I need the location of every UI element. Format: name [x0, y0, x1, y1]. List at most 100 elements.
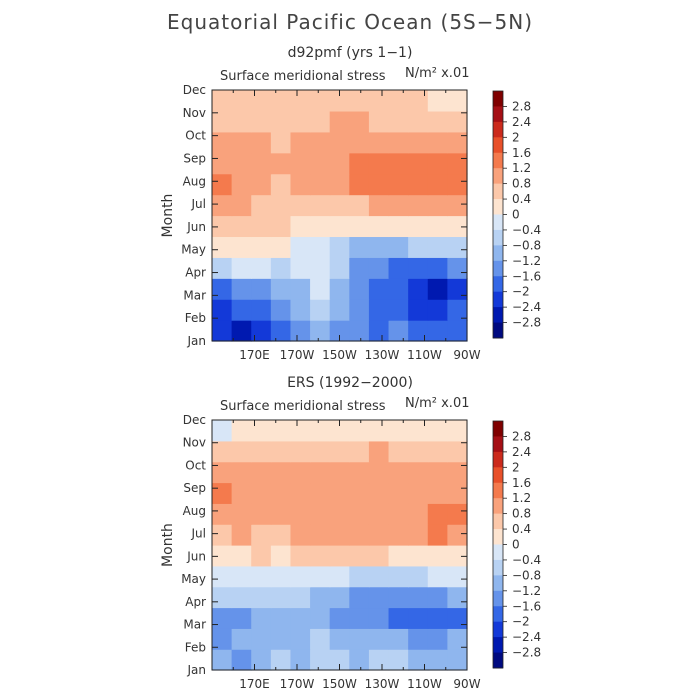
heatmap-cell: [447, 173, 468, 196]
heatmap-cell: [290, 545, 311, 567]
heatmap-cell: [447, 545, 468, 567]
heatmap-cell: [231, 482, 252, 504]
heatmap-cell: [408, 440, 429, 463]
heatmap-cell: [349, 607, 370, 629]
heatmap-cell: [329, 152, 350, 175]
heatmap-cell: [408, 461, 429, 484]
heatmap-cell: [368, 90, 390, 112]
heatmap-cell: [310, 461, 331, 484]
heatmap-cell: [349, 215, 370, 238]
heatmap-cell: [368, 649, 390, 671]
colorbar-swatch: [493, 229, 503, 246]
heatmap-cell: [329, 215, 350, 238]
heatmap-cell: [368, 545, 390, 567]
heatmap-cell: [408, 152, 429, 175]
heatmap-cell: [212, 420, 233, 442]
colorbar-label: −0.8: [512, 568, 541, 582]
heatmap-cell: [408, 545, 429, 567]
heatmap-cell: [212, 173, 233, 196]
colorbar-label: −1.6: [512, 599, 541, 613]
heatmap-cell: [310, 194, 331, 217]
heatmap-cell: [368, 607, 390, 629]
heatmap-cell: [251, 236, 272, 258]
heatmap-cell: [310, 131, 331, 154]
colorbar-label: −2.4: [512, 300, 541, 314]
heatmap-cell: [349, 545, 370, 567]
heatmap-cell: [368, 257, 390, 279]
y-tick-label: Aug: [183, 174, 206, 188]
heatmap-cell: [329, 131, 350, 154]
heatmap-cell: [427, 152, 448, 175]
heatmap-cell: [310, 152, 331, 175]
heatmap-cell: [231, 215, 252, 238]
x-tick-label: 130W: [365, 677, 400, 691]
heatmap-cell: [231, 524, 252, 546]
y-tick-label: Oct: [185, 129, 206, 143]
heatmap-cell: [447, 440, 468, 463]
heatmap-cell: [447, 131, 468, 154]
heatmap-cell: [270, 607, 292, 629]
heatmap-cell: [270, 278, 292, 300]
heatmap-cell: [310, 545, 331, 567]
colorbar-label: 0.8: [512, 177, 531, 191]
x-tick-label: 110W: [407, 348, 442, 362]
heatmap-cell: [447, 420, 468, 442]
x-tick-label: 170E: [239, 348, 270, 362]
y-tick-label: Sep: [183, 481, 206, 495]
heatmap-cell: [408, 607, 429, 629]
heatmap-cell: [408, 90, 429, 112]
heatmap-cell: [270, 649, 292, 671]
heatmap-cell: [408, 649, 429, 671]
heatmap-cell: [251, 131, 272, 154]
heatmap-cell: [231, 299, 252, 321]
y-tick-label: Nov: [183, 106, 206, 120]
heatmap-cell: [427, 90, 448, 112]
heatmap-cell: [270, 320, 292, 342]
y-tick-label: Mar: [183, 618, 206, 632]
panel1-units: N/m² x.01: [405, 66, 470, 81]
heatmap-cell: [349, 152, 370, 175]
heatmap-cell: [368, 278, 390, 300]
heatmap-cell: [447, 607, 468, 629]
heatmap-cell: [270, 482, 292, 504]
colorbar-swatch: [493, 637, 503, 654]
heatmap-cell: [388, 420, 409, 442]
heatmap-cell: [231, 194, 252, 217]
heatmap-cell: [408, 110, 429, 133]
x-tick-label: 130W: [365, 348, 400, 362]
main-title: Equatorial Pacific Ocean (5S−5N): [166, 10, 533, 34]
heatmap-cell: [408, 215, 429, 238]
heatmap-cell: [251, 461, 272, 484]
heatmap-cell: [368, 524, 390, 546]
colorbar-label: 0: [512, 208, 520, 222]
heatmap-cell: [388, 90, 409, 112]
heatmap-cell: [290, 649, 311, 671]
colorbar-swatch: [493, 276, 503, 293]
heatmap-cell: [270, 628, 292, 650]
x-tick-label: 170E: [239, 677, 270, 691]
heatmap-cell: [388, 110, 409, 133]
colorbar-swatch: [493, 529, 503, 545]
heatmap-cell: [310, 299, 331, 321]
heatmap-cell: [270, 131, 292, 154]
heatmap-cell: [329, 194, 350, 217]
heatmap-cell: [231, 131, 252, 154]
colorbar-label: 0.4: [512, 522, 531, 536]
heatmap-cell: [349, 90, 370, 112]
heatmap-cell: [251, 257, 272, 279]
heatmap-cell: [251, 649, 272, 671]
heatmap-cell: [368, 152, 390, 175]
heatmap-cell: [290, 299, 311, 321]
colorbar-swatch: [493, 421, 503, 437]
heatmap-cell: [290, 320, 311, 342]
x-tick-label: 170W: [280, 677, 315, 691]
heatmap-cell: [388, 194, 409, 217]
heatmap-cell: [427, 545, 448, 567]
colorbar-label: −2: [512, 285, 530, 299]
heatmap-cell: [388, 152, 409, 175]
heatmap-cell: [427, 194, 448, 217]
colorbar-label: 1.2: [512, 491, 531, 505]
heatmap-cell: [427, 607, 448, 629]
heatmap-cell: [270, 194, 292, 217]
heatmap-cell: [231, 173, 252, 196]
